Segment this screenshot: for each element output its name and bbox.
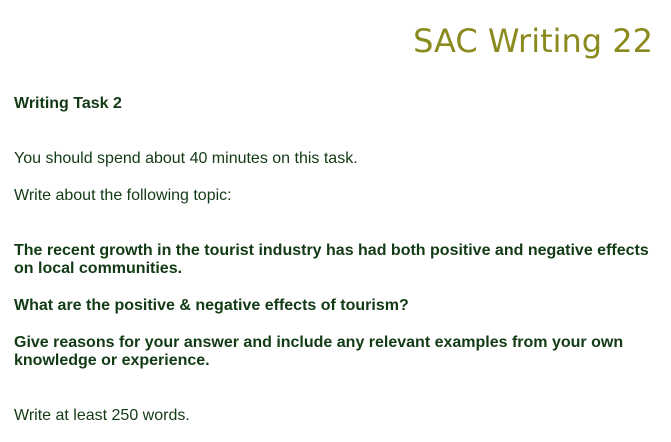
topic-statement: The recent growth in the tourist industr…	[14, 242, 649, 277]
time-instruction: You should spend about 40 minutes on thi…	[14, 150, 358, 167]
answer-instruction: Give reasons for your answer and include…	[14, 334, 624, 369]
page-title: SAC Writing 22	[413, 22, 653, 60]
topic-question: What are the positive & negative effects…	[14, 297, 409, 314]
task-heading: Writing Task 2	[14, 95, 122, 112]
topic-instruction: Write about the following topic:	[14, 187, 232, 204]
word-count-instruction: Write at least 250 words.	[14, 407, 190, 424]
